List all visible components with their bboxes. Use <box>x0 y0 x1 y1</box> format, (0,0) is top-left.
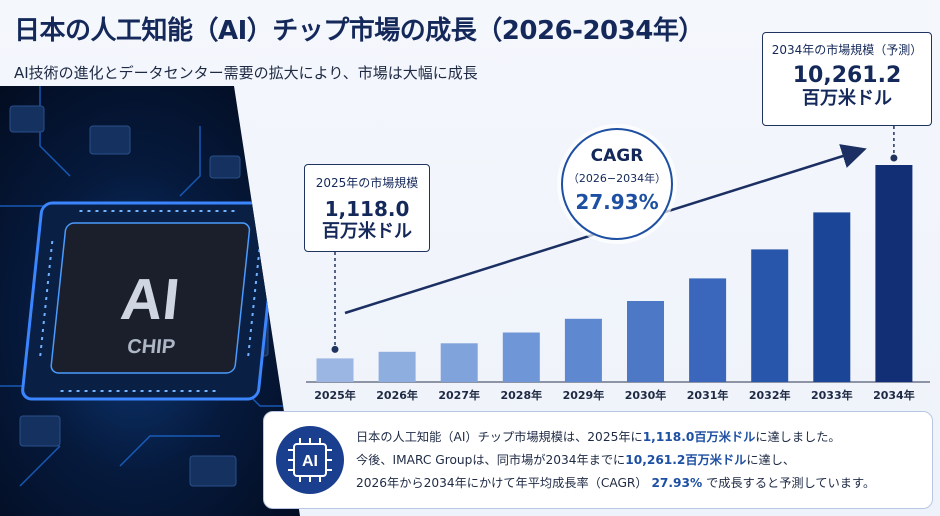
page-title: 日本の人工知能（AI）チップ市場の成長（2026-2034年） <box>14 16 704 46</box>
bar-8 <box>813 212 851 382</box>
cagr-period: （2026−2034年） <box>567 172 667 185</box>
x-tick-label-0: 2025年 <box>314 388 356 402</box>
start-callout-value: 1,118.0 <box>324 197 410 221</box>
page-subtitle: AI技術の進化とデータセンター需要の拡大により、市場は大幅に成長 <box>14 64 478 82</box>
x-tick-label-6: 2031年 <box>687 388 729 402</box>
start-callout-unit: 百万米ドル <box>322 221 412 242</box>
cagr-label: CAGR <box>590 146 644 166</box>
bar-0 <box>316 358 354 382</box>
bar-2 <box>440 343 478 382</box>
summary-line-1-end: に達しました。 <box>755 430 841 444</box>
summary-line-2-highlight: 10,261.2百万米ドル <box>625 453 747 467</box>
end-value-callout: 2034年の市場規模（予測） 10,261.2 百万米ドル <box>762 32 932 126</box>
summary-line-2-end: に達し、 <box>746 453 796 467</box>
summary-line-3-text: 2026年から2034年にかけて年平均成長率（CAGR） <box>356 476 648 490</box>
end-callout-value: 10,261.2 <box>792 63 902 88</box>
end-callout-unit: 百万米ドル <box>802 88 892 109</box>
x-tick-label-4: 2029年 <box>563 388 605 402</box>
cagr-badge: CAGR （2026−2034年） 27.93% <box>561 128 673 240</box>
bar-4 <box>564 318 602 382</box>
summary-line-3-end: で成長すると予測しています。 <box>706 476 876 490</box>
end-callout-label: 2034年の市場規模（予測） <box>771 43 923 57</box>
bar-9 <box>875 165 913 382</box>
x-tick-label-7: 2032年 <box>749 388 791 402</box>
x-tick-label-5: 2030年 <box>625 388 667 402</box>
start-callout-label: 2025年の市場規模 <box>315 176 419 190</box>
x-tick-label-1: 2026年 <box>376 388 418 402</box>
bar-3 <box>502 332 540 382</box>
ai-chip-icon: AI <box>276 426 344 494</box>
x-tick-label-9: 2034年 <box>873 388 915 402</box>
summary-text: 日本の人工知能（AI）チップ市場規模は、2025年に1,118.0百万米ドルに達… <box>356 426 922 495</box>
bar-7 <box>751 249 789 382</box>
summary-line-2-text: 今後、IMARC Groupは、同市場が2034年までに <box>356 453 626 467</box>
bar-6 <box>689 278 727 382</box>
summary-line-3: 2026年から2034年にかけて年平均成長率（CAGR） 27.93% で成長す… <box>356 472 922 495</box>
cagr-value: 27.93% <box>575 190 659 214</box>
ai-chip-image: AI CHIP <box>0 86 300 516</box>
chip-sub-text: CHIP <box>126 336 176 358</box>
badge-text: AI <box>302 453 318 470</box>
summary-line-1-text: 日本の人工知能（AI）チップ市場規模は、2025年に <box>356 430 643 444</box>
chip-ai-text: AI <box>118 267 183 332</box>
summary-line-2: 今後、IMARC Groupは、同市場が2034年までに10,261.2百万米ド… <box>356 449 922 472</box>
start-value-callout: 2025年の市場規模 1,118.0 百万米ドル <box>304 164 430 252</box>
summary-line-3-highlight: 27.93% <box>651 476 703 490</box>
bar-1 <box>378 351 416 382</box>
summary-line-1: 日本の人工知能（AI）チップ市場規模は、2025年に1,118.0百万米ドルに達… <box>356 426 922 449</box>
bar-5 <box>627 301 664 382</box>
start-marker-dot <box>331 345 339 353</box>
summary-line-1-highlight: 1,118.0百万米ドル <box>642 430 756 444</box>
summary-panel: AI 日本の人工知能（AI）チップ市場規模は、2025年に1,118.0百万米ド… <box>263 411 933 509</box>
x-tick-label-3: 2028年 <box>500 388 542 402</box>
end-marker-dot <box>890 154 898 162</box>
x-tick-label-8: 2033年 <box>811 388 853 402</box>
x-tick-label-2: 2027年 <box>438 388 480 402</box>
